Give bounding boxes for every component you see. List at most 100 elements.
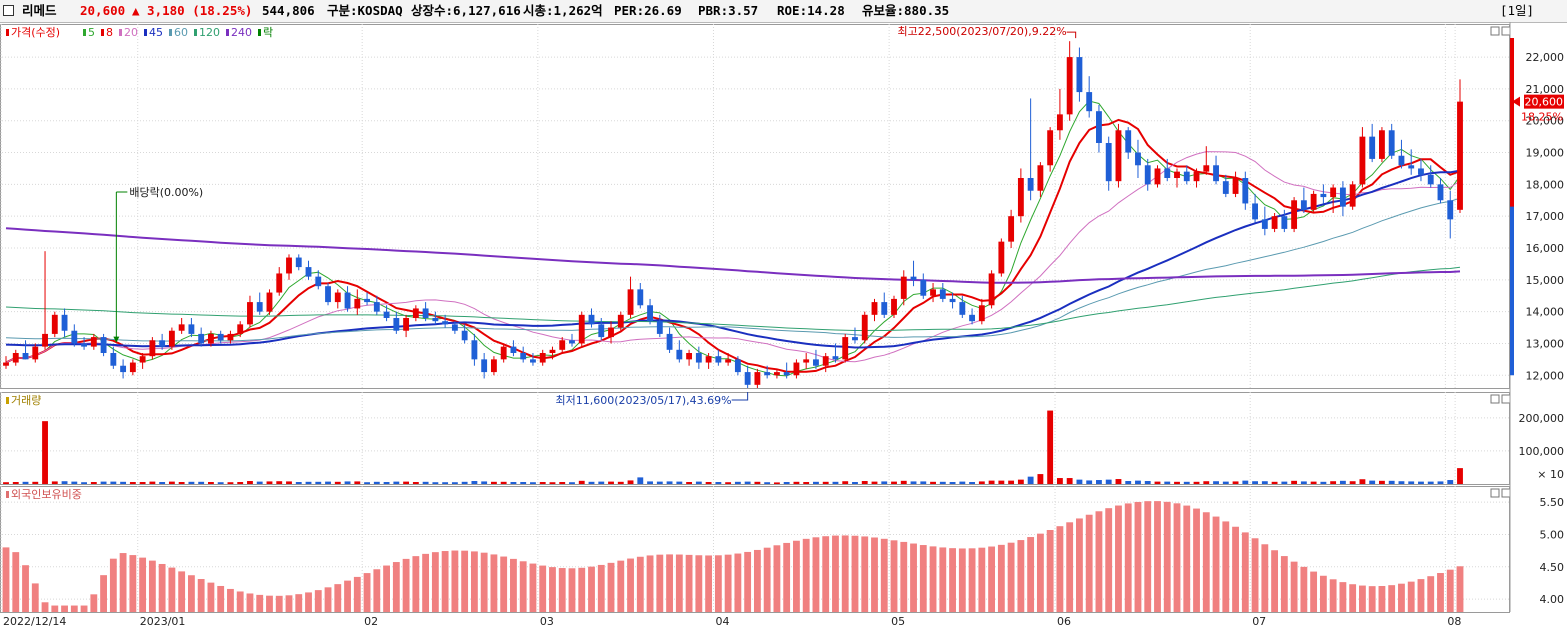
price-tick-label: 22,000: [1526, 51, 1565, 64]
volume-bar: [598, 481, 605, 484]
foreign-ratio-bar: [1222, 521, 1230, 612]
volume-bar: [120, 481, 127, 484]
panel-minimize-button[interactable]: [1490, 394, 1500, 404]
foreign-ratio-bar: [1300, 566, 1308, 612]
panel-minimize-button[interactable]: [1490, 488, 1500, 498]
volume-bar: [22, 481, 29, 484]
foreign-ratio-bar: [178, 571, 186, 612]
foreign-ratio-bar: [90, 594, 98, 612]
candle-body: [578, 314, 585, 344]
volume-bar: [783, 482, 790, 484]
foreign-ratio-bar: [207, 582, 215, 612]
volume-bar: [1339, 480, 1346, 484]
volume-bar: [1154, 481, 1161, 484]
candle-body: [442, 321, 449, 325]
foreign-ratio-bar: [1388, 585, 1396, 612]
candle-body: [81, 343, 87, 347]
volume-bar: [666, 481, 673, 484]
candle-body: [1388, 130, 1395, 156]
candle-body: [969, 314, 976, 322]
foreign-ratio-bar: [734, 553, 742, 612]
foreign-ratio-bar: [558, 568, 566, 612]
candle-body: [481, 359, 488, 373]
legend-swatch: [83, 29, 86, 36]
x-axis-label: 2022/12/14: [3, 615, 66, 628]
foreign-ratio-bar: [1407, 581, 1415, 612]
volume-bar: [1047, 410, 1054, 484]
foreign-ratio-bar: [1124, 503, 1132, 612]
foreign-ratio-bar: [1241, 532, 1249, 612]
candle-body: [871, 302, 878, 315]
volume-bar: [1457, 468, 1463, 484]
volume-bar: [178, 482, 185, 484]
candle-body: [588, 314, 595, 325]
candle-body: [1105, 143, 1112, 182]
foreign-ratio-bar: [1066, 522, 1074, 612]
candle-body: [998, 241, 1005, 274]
foreign-ratio-bar: [373, 569, 381, 612]
panel-close-button[interactable]: [1501, 488, 1511, 498]
foreign-ratio-bar: [529, 563, 537, 612]
foreign-ratio-bar: [695, 555, 703, 612]
foreign-ratio-bar: [383, 565, 390, 612]
candle-body: [178, 324, 185, 331]
price-tick-label: 18,000: [1526, 178, 1565, 191]
candle-body: [822, 356, 829, 366]
volume-bar: [1232, 481, 1239, 484]
foreign-ratio-bar: [832, 535, 839, 612]
volume-bar: [881, 481, 888, 484]
volume-bar: [1193, 481, 1200, 484]
volume-bar: [530, 482, 536, 484]
panel-close-button[interactable]: [1501, 26, 1511, 36]
dividend-annotation: 배당락(0.00%): [129, 186, 203, 199]
volume-bar: [1213, 481, 1219, 484]
foreign-ratio-bar: [724, 554, 732, 612]
volume-bar: [1388, 480, 1395, 484]
foreign-ratio-bar: [1017, 540, 1025, 612]
volume-bar: [832, 481, 839, 484]
foreign-ratio-bar: [871, 537, 878, 612]
foreign-ratio-bar: [70, 605, 78, 612]
candle-body: [637, 289, 644, 306]
candle-body: [1310, 193, 1317, 210]
foreign-ratio-bar: [1202, 512, 1210, 612]
volume-bar: [442, 482, 449, 484]
volume-bar: [969, 482, 976, 484]
candle-body: [207, 333, 214, 344]
foreign-ratio-bar: [2, 547, 10, 612]
select-checkbox[interactable]: [3, 5, 14, 16]
panel-minimize-button[interactable]: [1490, 26, 1500, 36]
foreign-ratio-bar: [148, 560, 156, 612]
volume-bar: [1408, 481, 1415, 484]
candle-body: [149, 340, 156, 357]
candle-body: [344, 292, 351, 309]
volume-bar: [217, 482, 224, 484]
candle-body: [364, 298, 370, 303]
candle-body: [159, 340, 166, 347]
foreign-ratio-bar: [1310, 571, 1318, 612]
volume-bar: [61, 481, 68, 484]
candle-body: [764, 372, 771, 376]
volume-bar: [1115, 479, 1122, 484]
foreign-ratio-bar: [890, 540, 898, 612]
foreign-ratio-bar: [1398, 583, 1405, 612]
candle-body: [949, 298, 956, 303]
candle-body: [42, 333, 48, 347]
legend-item-0: 가격(수정): [11, 26, 60, 39]
legend-swatch: [6, 491, 9, 498]
volume-bar: [1418, 481, 1424, 484]
candle-body: [1457, 101, 1463, 210]
price-tick-label: 13,000: [1526, 337, 1565, 350]
foreign-ratio-bar: [1427, 576, 1435, 612]
panel-close-button[interactable]: [1501, 394, 1511, 404]
volume-bar: [393, 481, 400, 484]
foreign-ratio-bar: [1007, 542, 1015, 612]
candle-body: [939, 289, 946, 299]
volume-bar: [1027, 476, 1034, 484]
foreign-ratio-bar: [1437, 573, 1444, 612]
candle-body: [520, 353, 527, 360]
candle-body: [325, 286, 331, 303]
period-selector[interactable]: [1일]: [1500, 3, 1535, 18]
foreign-ratio-bar: [1027, 537, 1035, 612]
volume-bar: [266, 481, 273, 484]
